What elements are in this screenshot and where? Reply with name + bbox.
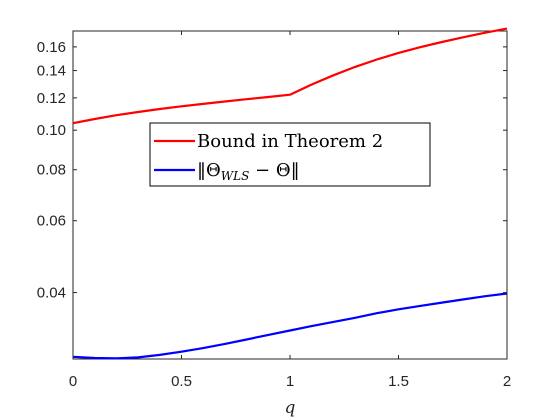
legend-label-error-pre: ‖Θ bbox=[197, 160, 221, 181]
ticks-layer: 0 0.5 1 1.5 2 0.04 0.06 0.08 0.10 0.12 0.14 0.16 bbox=[37, 31, 511, 390]
series-layer bbox=[72, 27, 508, 360]
legend-label-error-sub: WLS bbox=[221, 169, 250, 183]
y-tick-label: 0.14 bbox=[37, 63, 66, 80]
y-tick-label: 0.16 bbox=[37, 39, 66, 56]
x-axis-label: q bbox=[285, 398, 296, 418]
legend-label-bound: Bound in Theorem 2 bbox=[197, 131, 383, 152]
x-tick-label: 2 bbox=[503, 373, 511, 390]
x-tick-label: 1 bbox=[286, 373, 294, 390]
x-tick-label: 1.5 bbox=[388, 373, 409, 390]
y-tick-label: 0.06 bbox=[37, 213, 66, 230]
series-bound-line bbox=[72, 27, 508, 125]
x-tick-label: 0 bbox=[69, 373, 77, 390]
y-tick-label: 0.10 bbox=[37, 122, 66, 139]
y-tick-label: 0.12 bbox=[37, 90, 66, 107]
y-tick-label: 0.08 bbox=[37, 162, 66, 179]
legend-label-error-post: − Θ‖ bbox=[249, 160, 299, 181]
series-error-line bbox=[72, 292, 508, 360]
legend: Bound in Theorem 2 ‖ΘWLS − Θ‖ bbox=[149, 122, 431, 187]
y-tick-label: 0.04 bbox=[37, 285, 66, 302]
plot-area bbox=[72, 30, 508, 360]
legend-label-error: ‖ΘWLS − Θ‖ bbox=[197, 160, 300, 183]
legend-box bbox=[149, 122, 431, 187]
x-tick-label: 0.5 bbox=[171, 373, 192, 390]
